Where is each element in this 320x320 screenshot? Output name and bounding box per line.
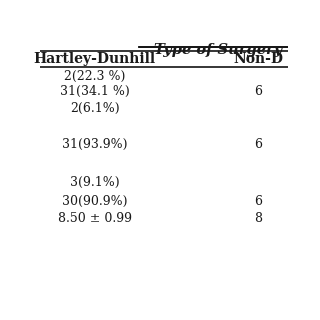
Text: 3(9.1%): 3(9.1%) <box>70 176 119 189</box>
Text: 31(34.1 %): 31(34.1 %) <box>60 85 129 98</box>
Text: 31(93.9%): 31(93.9%) <box>62 138 127 151</box>
Text: 6: 6 <box>254 195 262 208</box>
Text: 2(6.1%): 2(6.1%) <box>70 102 119 115</box>
Text: 8.50 ± 0.99: 8.50 ± 0.99 <box>58 212 132 225</box>
Text: Hartley-Dunhill: Hartley-Dunhill <box>34 52 156 66</box>
Text: 2(22.3 %): 2(22.3 %) <box>64 70 125 83</box>
Text: 6: 6 <box>254 85 262 98</box>
Text: 30(90.9%): 30(90.9%) <box>62 195 127 208</box>
Text: Type of Surgery: Type of Surgery <box>155 43 283 57</box>
Text: 6: 6 <box>254 138 262 151</box>
Text: 8: 8 <box>254 212 262 225</box>
Text: Non-D: Non-D <box>233 52 283 66</box>
